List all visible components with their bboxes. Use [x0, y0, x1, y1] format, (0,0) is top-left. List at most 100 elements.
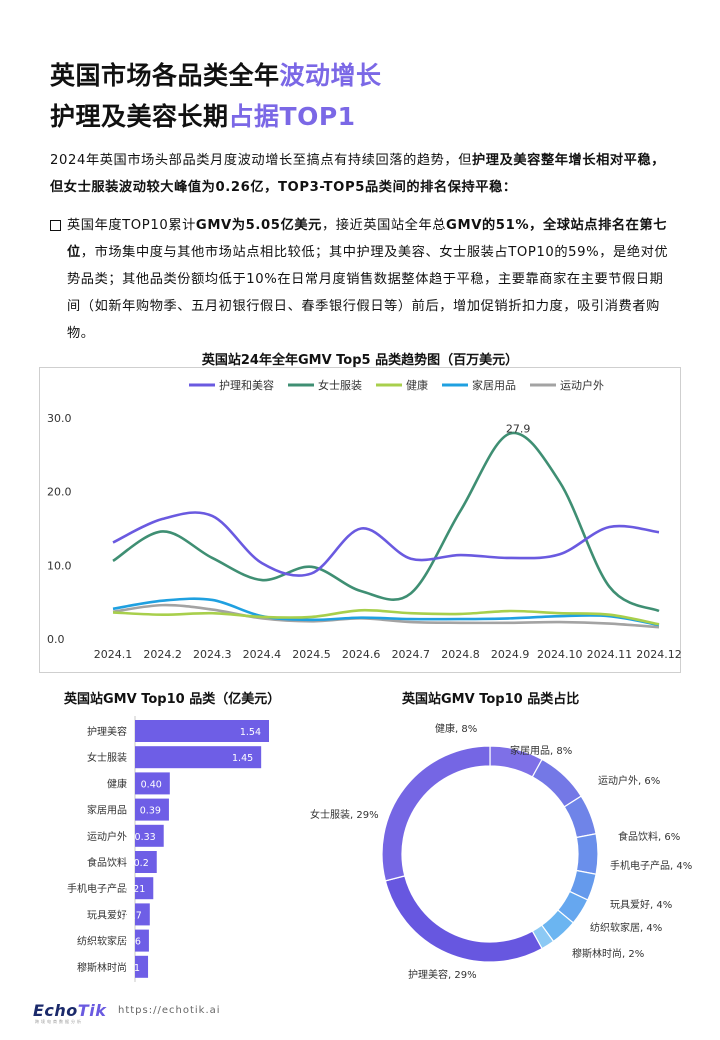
line-chart-title: 英国站24年全年GMV Top5 品类趋势图（百万美元）	[201, 353, 519, 368]
series-line-1	[112, 511, 660, 577]
x-tick-label: 2024.8	[441, 648, 480, 661]
bar-value-label: 0.33	[135, 832, 156, 843]
bar-value-label: 0.2	[134, 858, 149, 869]
y-tick-label: 0.0	[47, 633, 65, 646]
donut-chart-title: 英国站GMV Top10 品类占比	[402, 692, 580, 707]
intro-paragraph: 2024年英国市场头部品类月度波动增长至搞点有持续回落的趋势，但护理及美容整年增…	[50, 147, 672, 201]
bar-category-label: 护理美容	[87, 725, 127, 738]
intro-text: 2024年英国市场头部品类月度波动增长至搞点有持续回落的趋势，但	[50, 153, 473, 168]
bar-chart: 护理美容 1.54 女士服装 1.45 健康 0.40 家居用品 0.39 运动户外 0.33 食品…	[67, 716, 269, 982]
bullet-text-c: ，接近英国站全年总	[321, 218, 447, 233]
intro-bold-text: 护理及美容整年增长相对平稳，但女士服装波动较大峰值为0.26亿，TOP3-TOP…	[50, 153, 666, 195]
legend-label: 家居用品	[472, 378, 516, 392]
bar-value-label: 1.45	[232, 753, 253, 764]
donut-slice-label: 健康, 8%	[435, 722, 477, 735]
echotik-logo[interactable]: EchoTik	[33, 1001, 106, 1020]
bar-category-label: 玩具爱好	[87, 908, 127, 921]
bar-value-label: 0.16	[120, 937, 141, 948]
y-tick-label: 10.0	[47, 559, 72, 572]
legend-label: 女士服装	[318, 378, 362, 392]
donut-slice-label: 穆斯林时尚, 2%	[572, 947, 644, 960]
bullet-square-icon	[50, 220, 61, 231]
title-line2-highlight: 占据TOP1	[228, 102, 356, 131]
series-line-5	[112, 603, 660, 629]
bar-value-label: 0.17	[121, 910, 142, 921]
line-chart-frame	[39, 367, 681, 673]
bar-category-label: 女士服装	[87, 751, 127, 764]
donut-slice-label: 护理美容, 29%	[408, 968, 477, 981]
bar-category-label: 健康	[107, 777, 127, 790]
x-tick-label: 2024.1	[94, 648, 133, 661]
donut-slice	[531, 758, 583, 808]
line-chart: 0.0 10.0 20.0 30.0 2024.1 2024.2 2024.3 2024.4 2…	[47, 378, 681, 661]
bullet-text-a: 英国年度TOP10累计	[67, 218, 196, 233]
bar-category-label: 穆斯林时尚	[77, 961, 127, 974]
bullet-text-d: GMV的51%，全球站点排名在第七位	[67, 218, 668, 260]
bar-category-label: 纺织软家居	[77, 935, 127, 948]
page-title-line1: 英国市场各品类全年波动增长	[50, 56, 382, 92]
bar	[135, 824, 164, 847]
donut-chart: 护理美容, 29% 女士服装, 29% 健康, 8% 家居用品, 8% 运动户外, 6%…	[310, 722, 692, 981]
bar-category-label: 食品饮料	[87, 856, 127, 869]
bar-value-label: 0.40	[141, 779, 162, 790]
bar-category-label: 运动户外	[87, 830, 127, 843]
bar	[135, 746, 262, 769]
bar-category-label: 家居用品	[87, 804, 127, 817]
bar	[135, 798, 169, 821]
title-line1-highlight: 波动增长	[279, 61, 382, 90]
bar	[135, 903, 150, 926]
donut-slice-label: 女士服装, 29%	[310, 808, 379, 821]
title-line1-text: 英国市场各品类全年	[50, 61, 280, 90]
x-tick-label: 2024.2	[143, 648, 182, 661]
bar	[135, 877, 154, 900]
x-tick-label: 2024.12	[636, 648, 681, 661]
bullet-text-b: GMV为5.05亿美元	[195, 218, 322, 233]
x-tick-label: 2024.4	[243, 648, 282, 661]
donut-slice-label: 手机电子产品, 4%	[610, 859, 692, 872]
bullet-text: 英国年度TOP10累计GMV为5.05亿美元，接近英国站全年总GMV的51%，全…	[67, 212, 672, 347]
donut-slice	[575, 833, 599, 875]
bar-value-label: 1.54	[240, 727, 261, 738]
donut-slice	[384, 875, 543, 963]
logo-subtitle: 跨境电商数据分析	[35, 1019, 83, 1024]
page-title-line2: 护理及美容长期占据TOP1	[50, 97, 356, 133]
logo-text-b: Tik	[77, 1001, 107, 1020]
legend-label: 运动户外	[560, 378, 604, 392]
bullet-paragraph: 英国年度TOP10累计GMV为5.05亿美元，接近英国站全年总GMV的51%，全…	[50, 212, 672, 347]
series-line-3	[112, 608, 660, 626]
bar-chart-title: 英国站GMV Top10 品类（亿美元）	[64, 692, 281, 707]
donut-slice	[381, 745, 491, 882]
bar-value-label: 0.21	[124, 884, 145, 895]
bar	[135, 929, 149, 952]
x-tick-label: 2024.3	[193, 648, 232, 661]
donut-slice-label: 食品饮料, 6%	[618, 830, 680, 843]
y-tick-label: 30.0	[47, 412, 72, 425]
series-line-2	[112, 431, 660, 613]
legend-label: 健康	[406, 378, 428, 392]
bar-category-label: 手机电子产品	[67, 882, 127, 895]
footer-url-link[interactable]: https://echotik.ai	[118, 1005, 221, 1016]
x-tick-label: 2024.7	[392, 648, 431, 661]
bar	[135, 720, 269, 742]
logo-text-a: Echo	[33, 1001, 78, 1020]
x-tick-label: 2024.5	[292, 648, 331, 661]
title-line2-text: 护理及美容长期	[50, 102, 229, 131]
bar	[135, 851, 157, 873]
series-line-4	[112, 597, 660, 627]
y-tick-label: 20.0	[47, 486, 72, 499]
x-tick-label: 2024.9	[491, 648, 530, 661]
bar	[135, 955, 149, 978]
bar-value-label: 0.39	[140, 806, 161, 817]
bullet-text-e: ，市场集中度与其他市场站点相比较低；其中护理及美容、女士服装占TOP10的59%…	[67, 245, 669, 341]
bar-value-label: 0.1	[125, 963, 140, 974]
x-tick-label: 2024.10	[537, 648, 583, 661]
donut-slice-label: 纺织软家居, 4%	[590, 921, 662, 934]
bar	[135, 772, 170, 795]
donut-slice-label: 运动户外, 6%	[598, 774, 660, 787]
legend-label: 护理和美容	[219, 378, 274, 392]
donut-slice-label: 家居用品, 8%	[510, 744, 572, 757]
x-tick-label: 2024.6	[342, 648, 381, 661]
x-tick-label: 2024.11	[587, 648, 633, 661]
peak-data-label: 27.9	[506, 422, 531, 435]
donut-slice-label: 玩具爱好, 4%	[610, 898, 672, 911]
